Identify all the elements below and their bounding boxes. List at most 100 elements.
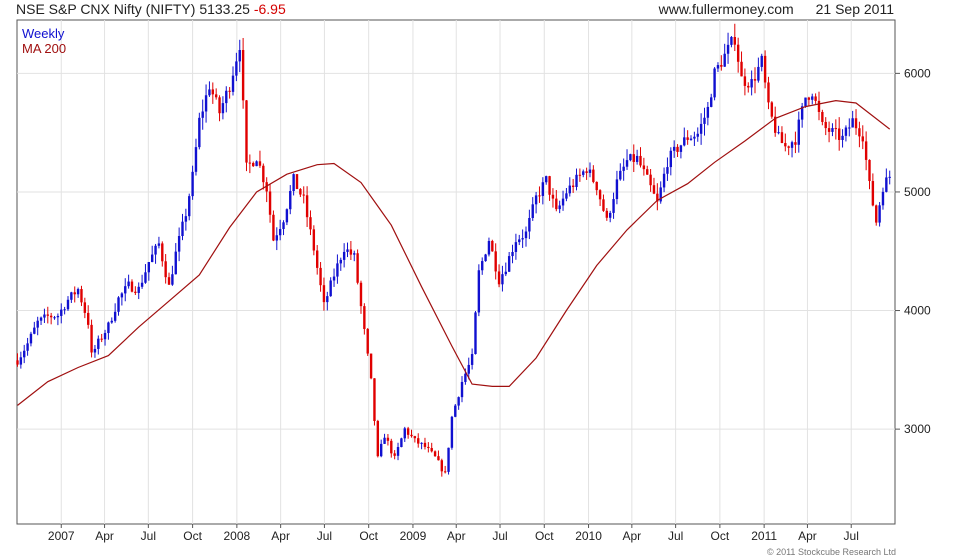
weekly-candle-body [531,204,534,218]
weekly-candle-body [578,174,582,176]
weekly-candle-body [137,286,140,293]
weekly-candle-body [848,127,851,129]
weekly-candle-body [157,243,161,246]
weekly-candle-body [733,36,736,45]
chart-date: 21 Sep 2011 [815,1,894,17]
weekly-candle-body [238,50,241,62]
weekly-candle-body [804,97,807,107]
weekly-candle-body [595,181,598,191]
weekly-candle-body [851,118,854,128]
weekly-candle-body [339,259,342,264]
weekly-candle-body [710,97,713,107]
x-tick-label: Jul [668,529,683,543]
legend-label: Weekly [22,26,65,41]
weekly-candle-body [282,222,285,230]
weekly-candle-body [487,240,491,255]
weekly-candle-body [871,181,875,206]
weekly-candle-body [555,198,558,210]
weekly-candle-body [312,229,316,251]
weekly-candle-body [23,350,26,358]
weekly-candle-body [568,185,571,194]
weekly-candle-body [571,185,575,187]
weekly-candle-body [228,90,231,92]
x-tick-label: Apr [798,529,817,543]
weekly-candle-body [107,322,110,334]
weekly-candle-body [447,447,450,472]
weekly-candle-body [117,297,120,312]
weekly-candle-body [258,161,262,166]
weekly-candle-body [127,281,130,287]
symbol-title: NSE S&P CNX Nifty (NIFTY) 5133.25 -6.95 [16,1,286,17]
y-tick-label: 6000 [904,66,931,80]
weekly-candle-body [305,195,309,218]
x-tick-label: Jul [492,529,507,543]
weekly-candle-body [369,353,373,379]
weekly-candle-body [821,111,824,122]
weekly-candle-body [743,76,747,86]
weekly-candle-body [807,97,811,100]
weekly-candle-body [753,79,757,81]
weekly-candle-body [221,103,225,114]
weekly-candle-body [26,343,29,351]
weekly-candle-body [646,169,649,175]
weekly-candle-body [545,176,548,183]
weekly-candle-body [787,146,790,148]
weekly-candle-body [625,160,629,167]
y-tick-label: 3000 [904,422,931,436]
weekly-candle-body [346,249,349,252]
weekly-candle-body [49,315,53,318]
weekly-candle-body [359,282,363,307]
weekly-candle-body [103,333,107,340]
weekly-candle-body [723,53,726,67]
weekly-candle-body [619,170,622,180]
weekly-candle-body [289,191,292,210]
weekly-candle-body [90,324,93,353]
weekly-candle-body [201,111,204,118]
weekly-candle-body [861,136,864,142]
weekly-candle-body [181,221,184,237]
weekly-candle-body [662,173,666,188]
weekly-candle-body [322,285,326,303]
weekly-candle-body [278,229,282,236]
weekly-candle-body [837,128,841,140]
x-tick-label: Oct [711,529,730,543]
weekly-candle-body [635,155,639,162]
weekly-candle-body [295,174,299,190]
weekly-candle-body [632,154,635,162]
price-change: -6.95 [253,1,286,17]
weekly-candle-body [642,165,646,170]
weekly-candle-body [73,292,76,295]
weekly-candle-body [329,280,332,297]
weekly-candle-body [605,210,609,218]
weekly-candle-body [272,214,275,241]
weekly-candle-body [800,106,804,120]
weekly-candle-body [491,240,494,252]
weekly-candle-body [309,217,312,230]
weekly-candle-body [383,437,386,444]
weekly-candle-body [93,348,97,353]
weekly-candle-body [864,141,868,160]
weekly-candle-body [878,205,881,223]
weekly-candle-body [511,251,514,257]
weekly-candle-body [218,97,221,114]
weekly-candle-body [214,94,218,98]
weekly-candle-body [541,182,545,196]
weekly-candle-body [120,293,124,298]
weekly-candle-body [784,143,787,147]
weekly-candle-body [46,314,49,316]
x-tick-label: Apr [622,529,641,543]
weekly-candle-body [888,176,891,178]
weekly-candle-body [231,75,235,92]
weekly-candle-body [521,238,524,240]
weekly-candle-body [204,95,208,112]
weekly-candle-body [342,251,346,260]
x-tick-label: 2007 [48,529,75,543]
weekly-candle-body [497,271,501,285]
weekly-candle-body [194,147,198,172]
y-tick-label: 4000 [904,304,931,318]
x-tick-label: Oct [535,529,554,543]
weekly-candle-body [470,354,474,365]
weekly-candle-body [363,306,366,329]
weekly-candle-body [265,182,268,192]
source-website[interactable]: www.fullermoney.com [658,1,794,17]
